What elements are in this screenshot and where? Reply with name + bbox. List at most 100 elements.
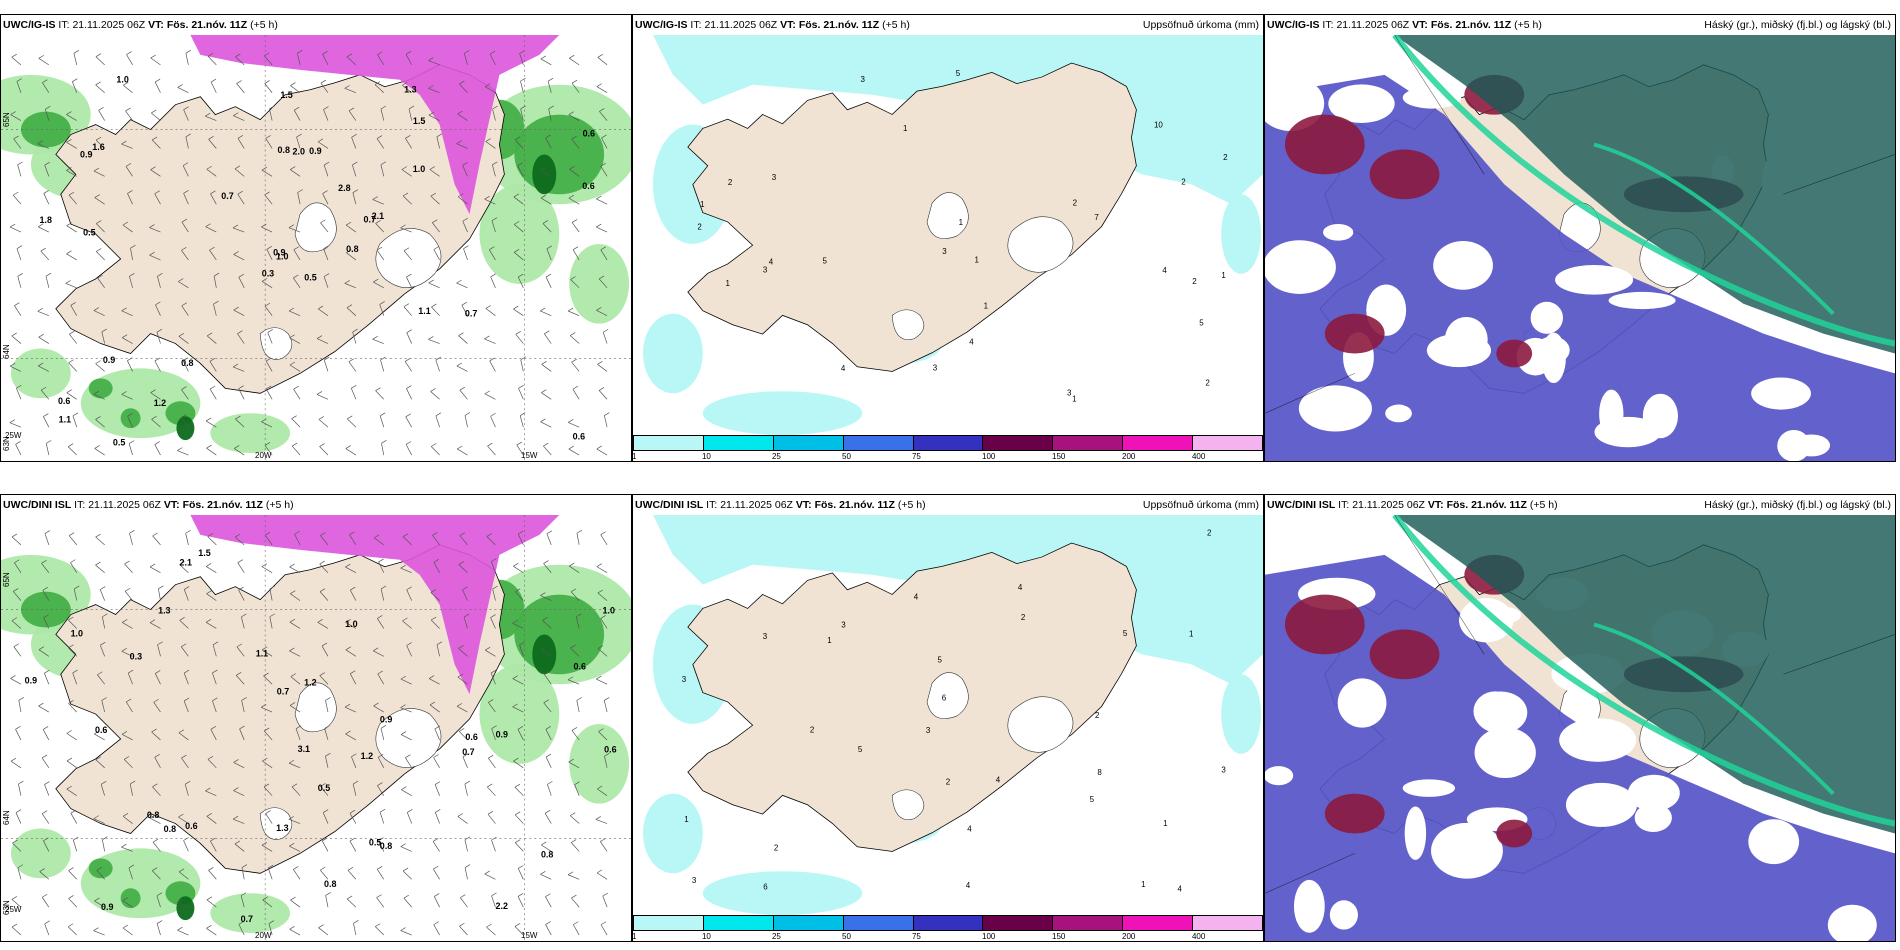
graticule [1,515,631,941]
precip-value-label: 0.6 [465,732,477,742]
panel-right-title: Háský (gr.), miðský (fj.bl.) og lágský (… [1704,19,1891,31]
low-cloud-area [1496,819,1533,848]
panel-ig-cloud: UWC/IG-IS IT: 21.11.2025 06Z VT: Fös. 21… [1264,14,1896,462]
cloud-cover-map [1265,35,1895,461]
wind-map-svg: 0.3 1.0 0.7 2.1 0.6 1.0 0.9 1.2 0.8 0.7 1.5 0.6 2.2 0… [1,515,631,941]
vt-value: Fös. 21.nóv. 11Z [798,19,880,31]
lon-label-15w: 15W [521,451,538,460]
panel-header: UWC/IG-IS IT: 21.11.2025 06Z VT: Fös. 21… [1265,15,1895,35]
accum-value-label: 2 [1192,277,1197,286]
it-value: 21.11.2025 06Z [88,499,161,511]
panel-dini-wind-precip: UWC/DINI ISL IT: 21.11.2025 06Z VT: Fös.… [0,494,632,942]
precip-value-label: 2.1 [372,211,384,221]
glacier-shape [1007,696,1074,753]
legend-swatch [703,916,774,930]
wind-barbs [9,49,610,456]
precip-value-label: 1.1 [59,414,71,424]
front-contour [1392,515,1895,827]
clear-sky-patch [1293,879,1325,933]
precip-value-label: 2.8 [338,183,350,193]
precip-value-label: 0.7 [364,214,376,224]
accum-value-label: 2 [774,843,779,852]
vt-value: Fös. 21.nóv. 11Z [1430,19,1512,31]
precip-value-label: 0.6 [574,662,586,672]
accum-value-label: 3 [926,726,931,735]
precip-value-label: 0.7 [221,191,233,201]
accum-value-label: 3 [933,364,938,373]
accum-value-label: 8 [1097,768,1102,777]
legend-label: 200 [1122,932,1136,941]
lon-label-25w: 25W [5,431,22,440]
precip-value-label: 0.5 [304,273,316,283]
it-label: IT: [58,19,70,31]
low-cloud-area [1369,629,1440,680]
it-label: IT: [1322,19,1334,31]
accum-value-label: 2 [1207,529,1212,538]
lat-label-65n: 65N [2,572,11,587]
precip-area [210,893,291,934]
legend-swatch [843,916,914,930]
low-cloud-area [1369,149,1440,200]
vt-value: Fös. 21.nóv. 11Z [182,499,263,511]
it-value: 21.11.2025 06Z [1336,19,1410,31]
region-lines [1265,35,1895,414]
precip-value-label: 0.8 [278,145,290,155]
it-value: 21.11.2025 06Z [704,19,778,31]
clear-sky-patch [1402,779,1456,797]
legend-swatch [983,916,1054,930]
precip-value-label: 1.0 [413,164,425,174]
cloud-cover-map [1265,515,1895,941]
accum-value-label: 1 [1221,271,1226,280]
accum-value-label: 5 [823,256,828,265]
legend-label: 50 [842,932,851,941]
precip-value-label: 0.5 [113,437,125,447]
precip-value-label: 1.6 [92,142,104,152]
precip-value-label: 0.9 [309,146,321,156]
glacier-shape [375,228,442,288]
high-cloud-area [1394,35,1895,354]
legend-label: 75 [911,932,921,941]
legend-label: 100 [982,932,996,941]
legend-swatch [634,916,704,930]
accum-value-label: 1 [725,279,730,288]
precip-value-label: 1.0 [603,606,615,616]
legend-swatch [1053,916,1124,930]
precip-value-label: 1.3 [404,85,416,95]
precip-value-label: 0.3 [262,268,274,278]
vt-label: VT: [780,19,796,31]
panel-ig-wind-precip: UWC/IG-IS IT: 21.11.2025 06Z VT: Fös. 21… [0,14,632,462]
precip-area [176,416,195,441]
precip-value-label: 1.5 [413,116,425,126]
low-cloud-area [1324,793,1385,834]
wind-map-svg: 0.50.91.00.60.70.81.30.91.50.81.00.60.50… [1,35,631,461]
legend-labels: 1 10 25 50 75 100 150 200 400 [633,452,1263,461]
precip-value-label: 0.6 [583,128,595,138]
precip-value-label: 0.7 [462,747,474,757]
accum-area [1221,674,1262,754]
precip-area [10,828,71,879]
accum-value-label: 2 [697,223,702,232]
snow-band [190,35,560,215]
legend-label: 1 [632,932,637,941]
precip-value-label: 0.6 [582,181,594,191]
legend-label: 400 [1191,932,1206,941]
legend-label: 25 [771,452,781,461]
clear-sky-patch [1535,336,1570,364]
wind-precip-map: 0.3 1.0 0.7 2.1 0.6 1.0 0.9 1.2 0.8 0.7 1.5 0.6 2.2 0… [1,515,631,941]
it-label: IT: [706,499,718,511]
precip-area [569,724,630,804]
panel-right-title: Háský (gr.), miðský (fj.bl.) og lágský (… [1704,499,1891,511]
panel-header: UWC/DINI ISL IT: 21.11.2025 06Z VT: Fös.… [1,495,631,515]
clear-sky-patch [1474,727,1536,778]
lon-label-20w: 20W [255,451,272,460]
wind-precip-map: 0.5 0.9 1.0 0.6 0.7 0.8 1.3 0.9 1.5 0.8 1.0 0.6 0.5 0… [1,35,631,461]
precip-value-label: 0.9 [273,247,285,257]
accum-value-label: 4 [1178,884,1183,893]
clear-sky-patch [1594,416,1662,448]
legend-label: 10 [701,932,711,941]
panel-header: UWC/IG-IS IT: 21.11.2025 06Z VT: Fös. 21… [1,15,631,35]
clear-sky-patch [1608,291,1676,310]
vt-label: VT: [148,19,164,31]
accum-value-label: 5 [1199,319,1204,328]
